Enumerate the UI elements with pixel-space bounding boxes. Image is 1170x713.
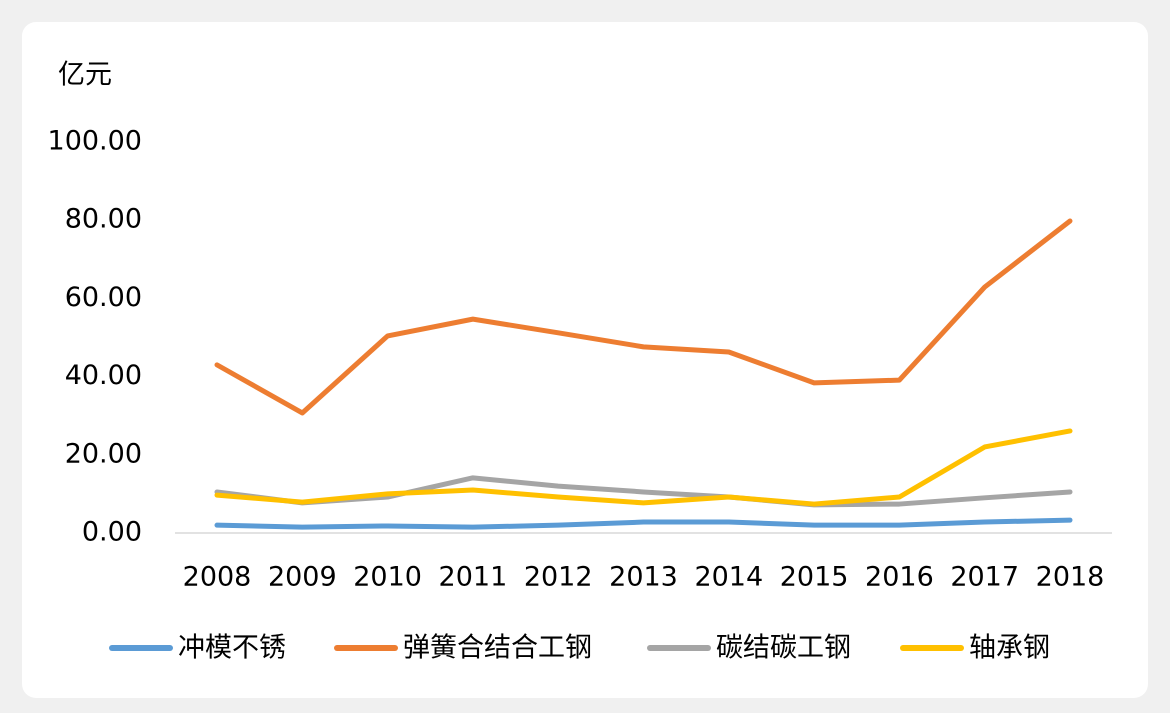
- x-tick-label: 2016: [865, 562, 934, 593]
- legend-label: 弹簧合结合工钢: [403, 633, 592, 664]
- x-tick-label: 2011: [439, 562, 508, 593]
- x-tick-label: 2015: [780, 562, 849, 593]
- legend-label: 碳结碳工钢: [716, 633, 851, 664]
- x-tick-label: 2009: [268, 562, 337, 593]
- series-line: [214, 428, 1073, 507]
- y-tick-label: 60.00: [65, 282, 142, 313]
- x-tick-label: 2014: [694, 562, 763, 593]
- x-tick-label: 2012: [524, 562, 593, 593]
- x-tick-label: 2008: [183, 562, 252, 593]
- x-tick-label: 2018: [1036, 562, 1105, 593]
- y-tick-label: 80.00: [65, 204, 142, 235]
- y-tick-label: 20.00: [65, 438, 142, 469]
- x-tick-label: 2017: [950, 562, 1019, 593]
- y-tick-label: 100.00: [48, 126, 142, 157]
- y-tick-label: 40.00: [65, 360, 142, 391]
- panel: [22, 22, 1148, 698]
- legend-label: 轴承钢: [969, 633, 1050, 664]
- legend-label: 冲模不锈: [178, 633, 286, 664]
- x-tick-label: 2010: [353, 562, 422, 593]
- series-line: [214, 517, 1073, 530]
- unit-label: 亿元: [58, 60, 112, 91]
- y-tick-label: 0.00: [82, 517, 142, 548]
- x-tick-label: 2013: [609, 562, 678, 593]
- series-line: [214, 218, 1073, 416]
